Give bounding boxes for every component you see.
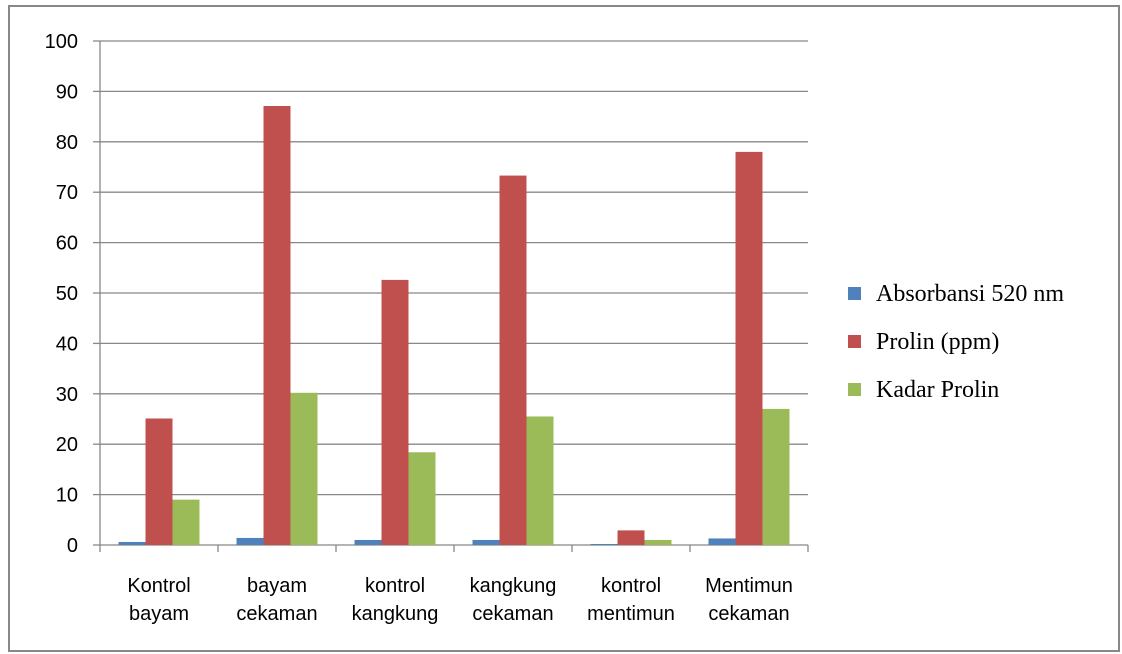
x-category-label: Mentimun [705,575,793,597]
y-tick-label: 20 [56,434,78,456]
y-tick-label: 90 [56,81,78,103]
bar [617,530,645,545]
bars [118,106,790,546]
legend: Absorbansi 520 nm Prolin (ppm) Kadar Proli… [848,281,1064,403]
y-tick-label: 50 [56,283,78,305]
x-category-label: cekaman [708,603,789,625]
y-tick-label: 80 [56,132,78,154]
x-category-label: kontrol [601,575,661,597]
bar [708,538,736,545]
bar [590,543,618,545]
axes [93,40,809,552]
legend-swatch [848,383,861,396]
x-category-label: Kontrol [127,575,190,597]
x-category-label: bayam [129,603,189,625]
x-category-label: cekaman [472,603,553,625]
bar [381,279,409,545]
bar [354,539,382,545]
y-tick-label: 30 [56,384,78,406]
bar [145,418,173,545]
bar [472,539,500,545]
x-category-label: kangkung [470,575,557,597]
bar [499,175,527,545]
grid-lines [100,40,808,496]
y-tick-label: 40 [56,333,78,355]
y-tick-label: 60 [56,233,78,255]
bar [118,541,146,545]
bar [236,537,264,545]
legend-swatch [848,335,861,348]
bar [526,416,554,545]
y-tick-labels: 0 10 20 30 40 50 60 70 80 90 100 [45,31,78,557]
x-category-label: cekaman [236,603,317,625]
legend-label: Prolin (ppm) [876,329,999,355]
bar [408,452,436,545]
legend-label: Absorbansi 520 nm [876,281,1064,307]
x-category-label: bayam [247,575,307,597]
x-category-label: kangkung [352,603,439,625]
bar [263,106,291,546]
legend-swatch [848,287,861,300]
legend-label: Kadar Prolin [876,377,999,403]
bar [762,408,790,545]
y-tick-label: 10 [56,485,78,507]
bar [290,392,318,545]
y-tick-label: 100 [45,31,78,53]
x-category-label: mentimun [587,603,675,625]
bar [644,539,672,545]
bar [172,499,200,545]
y-tick-label: 70 [56,182,78,204]
x-category-label: kontrol [365,575,425,597]
x-category-labels: Kontrol bayam bayam cekaman kontrol kangkung k… [127,575,793,625]
bar [735,151,763,545]
y-tick-label: 0 [67,535,78,557]
